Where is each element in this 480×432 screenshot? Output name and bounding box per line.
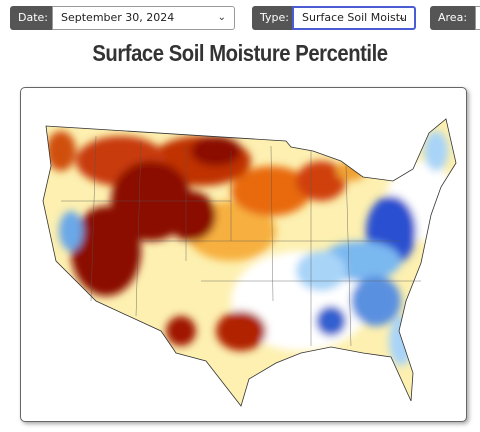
map-frame xyxy=(20,87,467,422)
chevron: ⌄ xyxy=(397,12,406,23)
type-label: Type: xyxy=(252,6,292,30)
state-lines xyxy=(61,135,421,347)
type-value: Surface Soil Moistu xyxy=(302,11,408,24)
map-title: Surface Soil Moisture Percentile xyxy=(92,40,388,66)
date-select[interactable]: September 30, 2024 ⌄ xyxy=(52,6,235,30)
map xyxy=(42,118,457,407)
us-outline xyxy=(42,118,457,407)
date-label: Date: xyxy=(10,6,52,30)
area-select[interactable] xyxy=(475,6,480,30)
date-value: September 30, 2024 xyxy=(61,11,175,24)
type-select[interactable]: Surface Soil Moistu ⌄ xyxy=(292,6,416,30)
chevron: ⌄ xyxy=(217,12,226,23)
area-label: Area: xyxy=(430,6,475,30)
